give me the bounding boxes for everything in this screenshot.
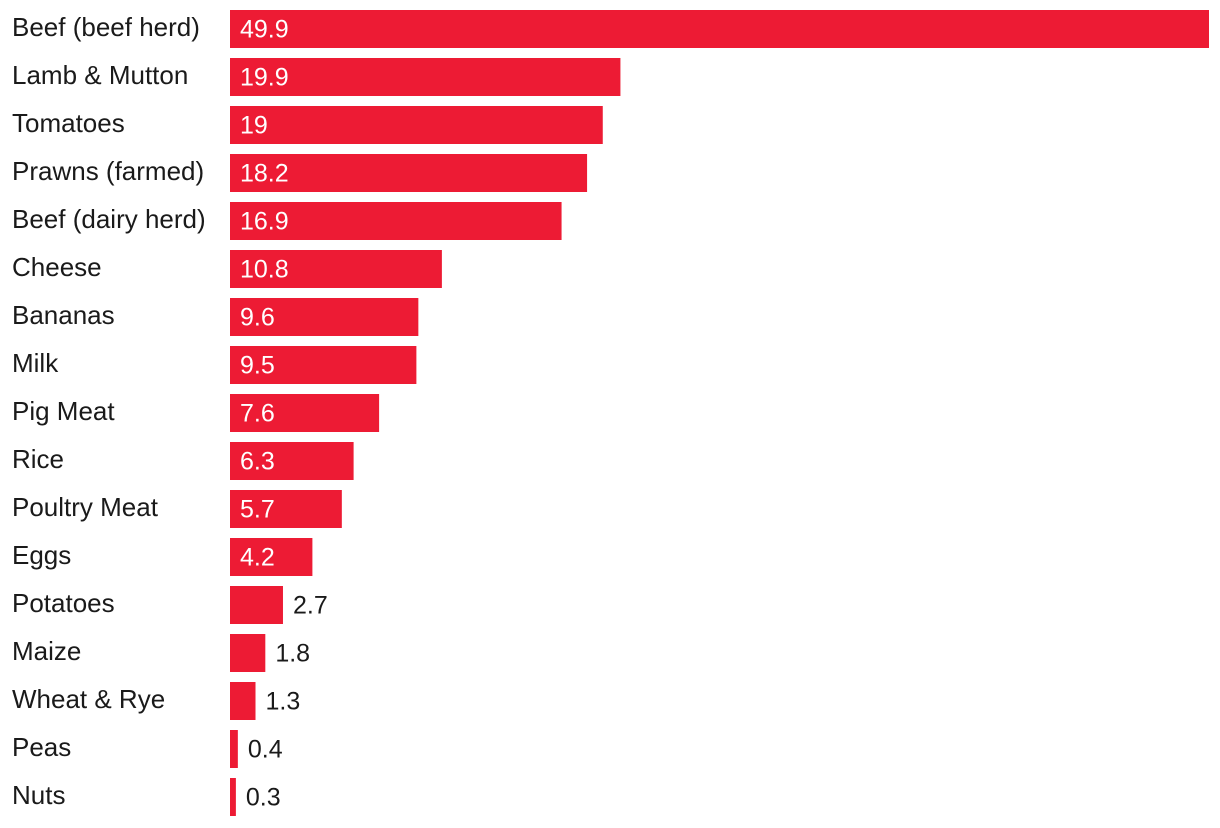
bar (230, 202, 562, 240)
bar (230, 538, 313, 576)
value-label: 7.6 (240, 400, 275, 428)
bar (230, 298, 419, 336)
category-label: Wheat & Rye (12, 684, 165, 714)
value-label: 0.4 (248, 736, 283, 764)
bar (230, 10, 1209, 48)
value-label: 16.9 (240, 208, 289, 236)
value-label: 1.8 (275, 640, 310, 668)
category-label: Peas (12, 732, 71, 762)
bar (230, 442, 354, 480)
category-label: Eggs (12, 540, 71, 570)
bar (230, 634, 266, 672)
value-label: 18.2 (240, 160, 289, 188)
value-label: 19 (240, 112, 268, 140)
value-label: 49.9 (240, 16, 289, 44)
value-label: 4.2 (240, 544, 275, 572)
category-label: Poultry Meat (12, 492, 159, 522)
category-label: Bananas (12, 300, 115, 330)
bar (230, 154, 588, 192)
value-label: 9.5 (240, 352, 275, 380)
value-label: 9.6 (240, 304, 275, 332)
bar (230, 106, 603, 144)
bars (230, 10, 1209, 816)
bar (230, 682, 256, 720)
value-labels: 49.9 19.9 19 18.2 16.9 10.8 9.6 9.5 7.6 6.3 5.7 4.2… (240, 16, 328, 812)
value-label: 1.3 (266, 688, 301, 716)
category-label: Maize (12, 636, 81, 666)
value-label: 0.3 (246, 784, 281, 812)
value-label: 5.7 (240, 496, 275, 524)
bar (230, 778, 236, 816)
category-labels: Beef (beef herd) Lamb & Mutton Tomatoes Pra… (12, 12, 206, 810)
bar (230, 58, 621, 96)
bar (230, 250, 442, 288)
bar (230, 394, 380, 432)
category-label: Beef (beef herd) (12, 12, 200, 42)
bar (230, 730, 238, 768)
bar (230, 490, 342, 528)
value-label: 2.7 (293, 592, 328, 620)
category-label: Cheese (12, 252, 102, 282)
category-label: Rice (12, 444, 64, 474)
bar (230, 346, 417, 384)
value-label: 10.8 (240, 256, 289, 284)
category-label: Nuts (12, 780, 65, 810)
category-label: Prawns (farmed) (12, 156, 204, 186)
category-label: Lamb & Mutton (12, 60, 188, 90)
category-label: Tomatoes (12, 108, 125, 138)
value-label: 6.3 (240, 448, 275, 476)
category-label: Potatoes (12, 588, 115, 618)
value-label: 19.9 (240, 64, 289, 92)
bar (230, 586, 283, 624)
category-label: Beef (dairy herd) (12, 204, 206, 234)
category-label: Pig Meat (12, 396, 115, 426)
category-label: Milk (12, 348, 59, 378)
